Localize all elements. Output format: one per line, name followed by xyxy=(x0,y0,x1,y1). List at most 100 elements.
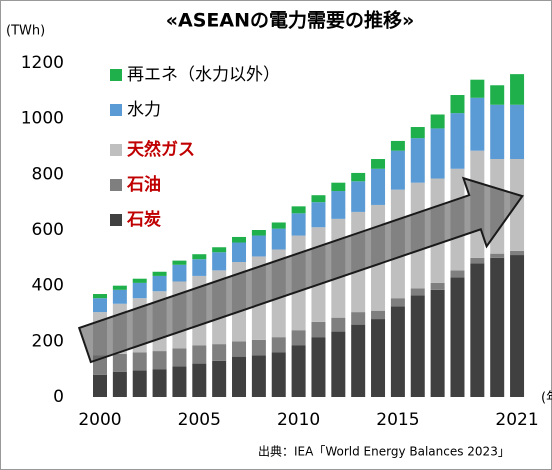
y-tick-label: 1000 xyxy=(21,109,64,129)
bar-segment xyxy=(371,168,386,205)
bar-segment xyxy=(371,319,386,397)
bar-segment xyxy=(450,95,465,114)
bar-segment xyxy=(172,264,187,282)
bar-segment xyxy=(172,348,187,367)
bar-segment xyxy=(152,275,167,292)
bar-segment xyxy=(251,230,266,236)
source: 出典：IEA「World Energy Balances 2023」 xyxy=(258,445,510,459)
y-axis-label: (TWh) xyxy=(6,24,45,39)
bar-segment xyxy=(271,352,286,397)
bar-segment xyxy=(390,140,405,151)
bar-segment xyxy=(212,247,227,253)
bar-segment xyxy=(470,263,485,397)
bar-segment xyxy=(152,369,167,397)
bar-segment xyxy=(311,202,326,228)
bar-segment xyxy=(410,288,425,296)
y-tick-label: 600 xyxy=(32,220,64,240)
bar-segment xyxy=(251,339,266,356)
legend-label: 石油 xyxy=(126,174,161,195)
bar-segment xyxy=(410,295,425,397)
legend-swatch xyxy=(110,214,122,226)
bar-segment xyxy=(490,104,505,160)
bar-segment xyxy=(351,172,366,182)
bar-segment xyxy=(132,282,147,299)
bar-segment xyxy=(192,259,207,276)
bar-segment xyxy=(351,312,366,325)
bar-segment xyxy=(152,271,167,276)
bar-segment xyxy=(410,127,425,139)
bar-segment xyxy=(490,257,505,397)
bar-segment xyxy=(490,85,505,105)
legend-swatch xyxy=(110,179,122,191)
bar-segment xyxy=(93,374,107,397)
bar-segment xyxy=(212,360,227,397)
y-tick-label: 1200 xyxy=(21,53,64,73)
bar-segment xyxy=(132,370,147,397)
bar-segment xyxy=(93,298,107,313)
legend-swatch xyxy=(110,104,122,116)
bar-segment xyxy=(232,242,247,263)
bar-segment xyxy=(212,252,227,271)
bar-segment xyxy=(390,298,405,307)
bar-segment xyxy=(291,206,306,214)
bar-segment xyxy=(132,352,147,371)
bar-segment xyxy=(271,337,286,353)
bar-segment xyxy=(470,257,485,264)
bar-segment xyxy=(331,182,346,192)
bar-segment xyxy=(212,344,227,361)
bar-segment xyxy=(510,104,525,160)
bar-segment xyxy=(430,114,445,129)
x-tick-label: 2010 xyxy=(277,410,320,430)
bar-segment xyxy=(251,355,266,397)
x-tick-label: 2015 xyxy=(376,410,419,430)
y-tick-label: 0 xyxy=(53,387,64,407)
legend-swatch xyxy=(110,69,122,81)
bar-segment xyxy=(192,254,207,260)
bar-segment xyxy=(430,289,445,397)
bar-segment xyxy=(271,228,286,250)
bar-segment xyxy=(351,181,366,212)
bar-segment xyxy=(93,294,107,299)
bar-segment xyxy=(232,356,247,397)
chart-title: «ASEANの電力需要の推移» xyxy=(166,9,415,32)
legend: 石炭 石油 天然ガス 水力 再エネ（水力以外） xyxy=(110,65,280,230)
bar-segment xyxy=(331,317,346,332)
bar-segment xyxy=(470,97,485,151)
bar-segment xyxy=(410,138,425,183)
legend-label: 再エネ（水力以外） xyxy=(127,65,280,85)
bar-segment xyxy=(192,345,207,364)
bar-segment xyxy=(192,363,207,397)
y-tick-label: 200 xyxy=(32,331,64,351)
bar-segment xyxy=(331,191,346,219)
bar-segment xyxy=(172,260,187,265)
bar-segment xyxy=(112,289,127,304)
y-tick-label: 400 xyxy=(32,276,64,296)
bar-segment xyxy=(232,341,247,357)
bar-segment xyxy=(470,79,485,98)
bar-segment xyxy=(311,337,326,397)
bar-segment xyxy=(450,270,465,278)
bar-segment xyxy=(232,236,247,243)
bar-segment xyxy=(271,222,286,229)
bar-segment xyxy=(371,310,386,320)
trend-arrow xyxy=(77,176,524,364)
bar-segment xyxy=(112,371,127,397)
bar-segment xyxy=(510,255,525,397)
bar-segment xyxy=(331,331,346,397)
bar-segment xyxy=(351,324,366,397)
bar-segment xyxy=(172,366,187,397)
legend-label: 天然ガス xyxy=(127,139,195,160)
bar-segment xyxy=(390,150,405,190)
x-tick-label: 2000 xyxy=(78,410,121,430)
legend-label: 石炭 xyxy=(126,209,161,230)
x-tick-label: 2021 xyxy=(495,410,538,430)
bar-segment xyxy=(490,253,505,258)
bar-segment xyxy=(291,213,306,236)
bar-segment xyxy=(311,195,326,203)
legend-swatch xyxy=(110,144,122,156)
y-tick-label: 800 xyxy=(32,164,64,184)
bar-segment xyxy=(311,321,326,338)
bar-segment xyxy=(510,74,525,105)
legend-label: 水力 xyxy=(127,100,161,120)
bar-segment xyxy=(390,306,405,397)
